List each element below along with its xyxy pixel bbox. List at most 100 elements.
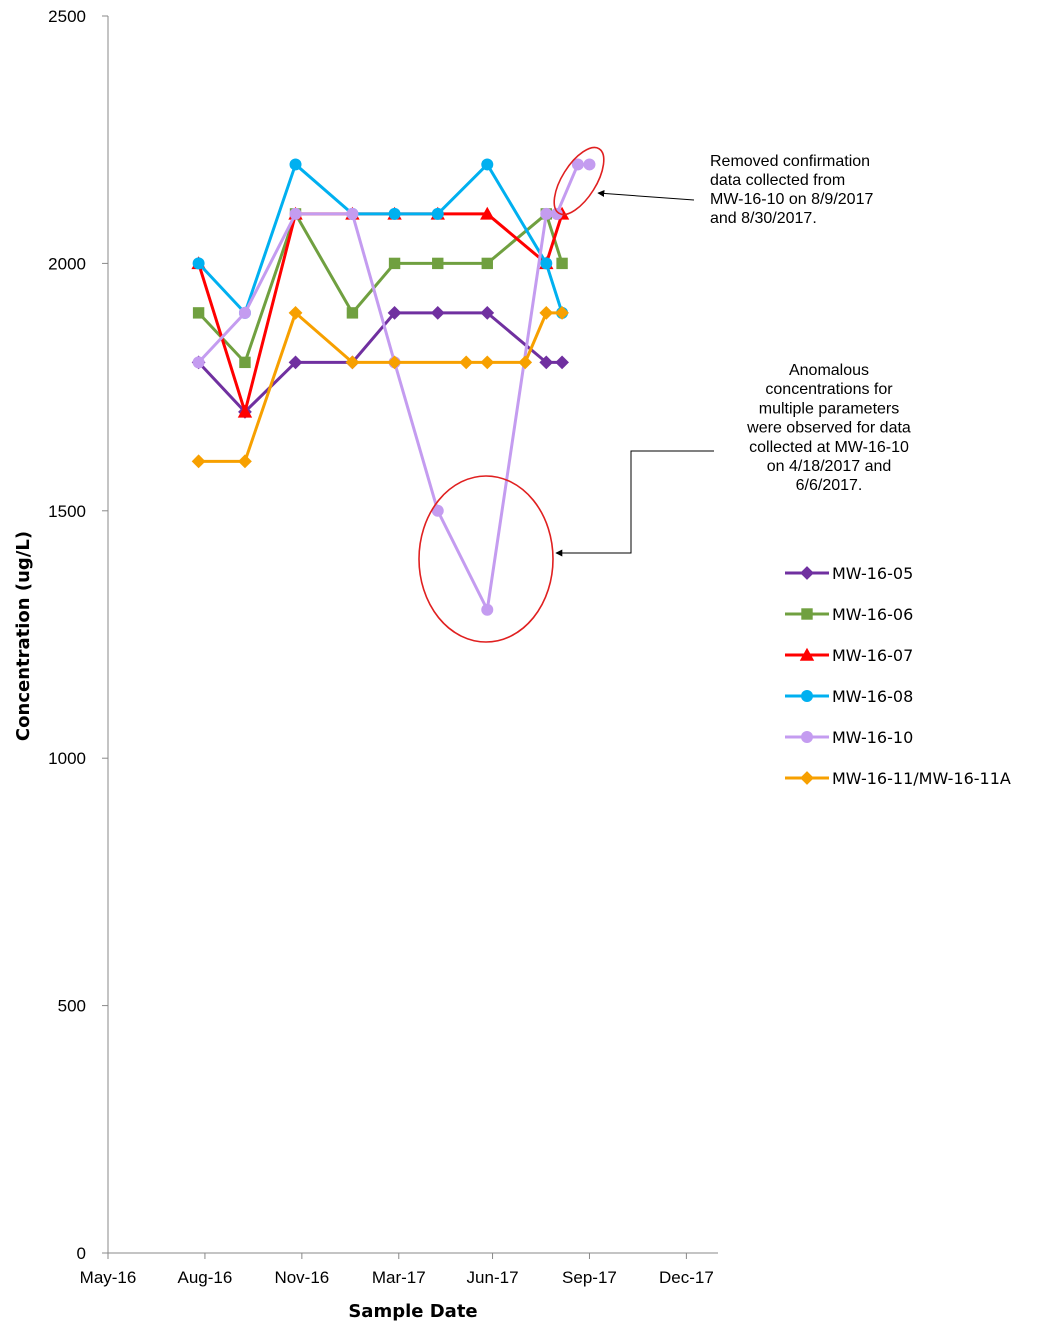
highlight-ellipses bbox=[418, 146, 605, 643]
data-point bbox=[459, 355, 474, 370]
legend-item: MW-16-11/MW-16-11A bbox=[785, 769, 1011, 788]
y-tick-label: 1500 bbox=[48, 502, 86, 521]
series-mw-16-06 bbox=[192, 208, 568, 369]
annotation-removed-line: Removed confirmation bbox=[710, 153, 870, 170]
data-point bbox=[540, 207, 553, 220]
data-point bbox=[481, 158, 494, 171]
data-point bbox=[431, 504, 444, 517]
legend-swatch-marker bbox=[801, 608, 813, 620]
data-point bbox=[192, 257, 205, 270]
data-point bbox=[192, 356, 205, 369]
legend-label: MW-16-07 bbox=[832, 646, 913, 665]
x-axis-title: Sample Date bbox=[348, 1301, 477, 1322]
legend-label: MW-16-10 bbox=[832, 728, 913, 747]
data-point bbox=[345, 355, 360, 370]
annotation-anomalous-line: collected at MW-16-10 bbox=[749, 439, 909, 456]
arrow-anomalous-data bbox=[555, 450, 714, 557]
y-tick-label: 2000 bbox=[48, 254, 86, 273]
data-point bbox=[289, 158, 302, 171]
y-tick-label: 500 bbox=[58, 997, 86, 1016]
x-tick-label: Nov-16 bbox=[274, 1268, 329, 1287]
legend-label: MW-16-05 bbox=[832, 564, 913, 583]
legend-swatch-marker bbox=[801, 731, 813, 743]
legend-swatch-marker bbox=[800, 566, 814, 580]
data-point bbox=[539, 355, 554, 370]
data-point bbox=[239, 356, 251, 369]
series-line bbox=[198, 311, 563, 463]
legend-item: MW-16-05 bbox=[785, 564, 913, 583]
data-point bbox=[481, 603, 494, 616]
y-tick-label: 2500 bbox=[48, 7, 86, 26]
data-point bbox=[550, 207, 563, 220]
data-point bbox=[288, 305, 303, 320]
legend-label: MW-16-08 bbox=[832, 687, 913, 706]
x-tick-label: Aug-16 bbox=[178, 1268, 233, 1287]
series-line bbox=[197, 162, 564, 315]
data-point bbox=[346, 307, 359, 319]
data-point bbox=[346, 207, 359, 220]
data-point bbox=[431, 207, 444, 220]
legend-item: MW-16-10 bbox=[785, 728, 913, 747]
data-point bbox=[288, 355, 303, 370]
data-point bbox=[480, 206, 495, 220]
legend-swatch-marker bbox=[801, 690, 813, 702]
x-tick-label: Mar-17 bbox=[372, 1268, 426, 1287]
annotation-layer: Removed confirmation data collected from M… bbox=[555, 153, 911, 557]
data-point bbox=[518, 355, 533, 370]
data-point bbox=[480, 355, 495, 370]
legend-swatch-marker bbox=[800, 771, 814, 785]
series-mw-16-10 bbox=[192, 158, 596, 616]
x-tick-label: Dec-17 bbox=[659, 1268, 714, 1287]
data-point bbox=[481, 257, 493, 270]
data-point bbox=[387, 305, 402, 320]
data-point bbox=[191, 454, 206, 469]
data-point bbox=[238, 306, 251, 319]
data-point bbox=[571, 158, 584, 171]
data-point bbox=[289, 207, 302, 220]
chart-series-layer bbox=[191, 158, 596, 616]
y-tick-label: 0 bbox=[77, 1244, 86, 1263]
data-point bbox=[556, 257, 568, 270]
data-point bbox=[238, 454, 252, 469]
annotation-anomalous-line: on 4/18/2017 and bbox=[767, 458, 892, 475]
legend-swatch-marker bbox=[799, 647, 815, 661]
legend-label: MW-16-06 bbox=[832, 605, 913, 624]
annotation-anomalous-line: concentrations for bbox=[765, 381, 893, 398]
x-tick-label: Sep-17 bbox=[562, 1268, 617, 1287]
chart-axes: 0 500 1000 1500 2000 2500 May-16 Aug-16 Nov-16 Ma… bbox=[48, 7, 718, 1287]
y-axis-title: Concentration (ug/L) bbox=[13, 531, 34, 741]
legend-item: MW-16-06 bbox=[785, 605, 913, 624]
data-point bbox=[388, 207, 401, 220]
anomaly-circle bbox=[418, 475, 554, 643]
data-point bbox=[555, 355, 569, 370]
data-point bbox=[583, 158, 596, 171]
annotation-anomalous-line: 6/6/2017. bbox=[796, 477, 863, 494]
data-point bbox=[432, 257, 444, 270]
data-point bbox=[387, 355, 402, 370]
removed-data-circle bbox=[553, 146, 605, 216]
data-point bbox=[192, 307, 205, 319]
series-mw-16-11-mw-16-11a bbox=[191, 305, 569, 469]
legend-label: MW-16-11/MW-16-11A bbox=[832, 769, 1011, 788]
annotation-anomalous-line: were observed for data bbox=[746, 420, 911, 437]
data-point bbox=[430, 305, 445, 320]
annotation-anomalous-line: multiple parameters bbox=[759, 400, 900, 417]
data-point bbox=[237, 404, 253, 418]
annotation-anomalous-line: Anomalous bbox=[789, 362, 869, 379]
chart-legend: MW-16-05 MW-16-06 MW-16-07 MW-16-08 MW-16-10… bbox=[785, 564, 1011, 788]
data-point bbox=[480, 305, 495, 320]
annotation-removed-line: MW-16-10 on 8/9/2017 bbox=[710, 191, 873, 208]
legend-item: MW-16-08 bbox=[785, 687, 913, 706]
legend-item: MW-16-07 bbox=[785, 646, 913, 665]
annotation-removed-line: data collected from bbox=[710, 172, 845, 189]
data-point bbox=[388, 257, 401, 270]
x-tick-label: Jun-17 bbox=[467, 1268, 519, 1287]
data-point bbox=[539, 305, 554, 320]
series-line bbox=[197, 162, 590, 612]
y-tick-label: 1000 bbox=[48, 749, 86, 768]
data-point bbox=[555, 305, 569, 320]
x-tick-label: May-16 bbox=[80, 1268, 137, 1287]
data-point bbox=[540, 257, 553, 270]
annotation-removed-line: and 8/30/2017. bbox=[710, 210, 817, 227]
